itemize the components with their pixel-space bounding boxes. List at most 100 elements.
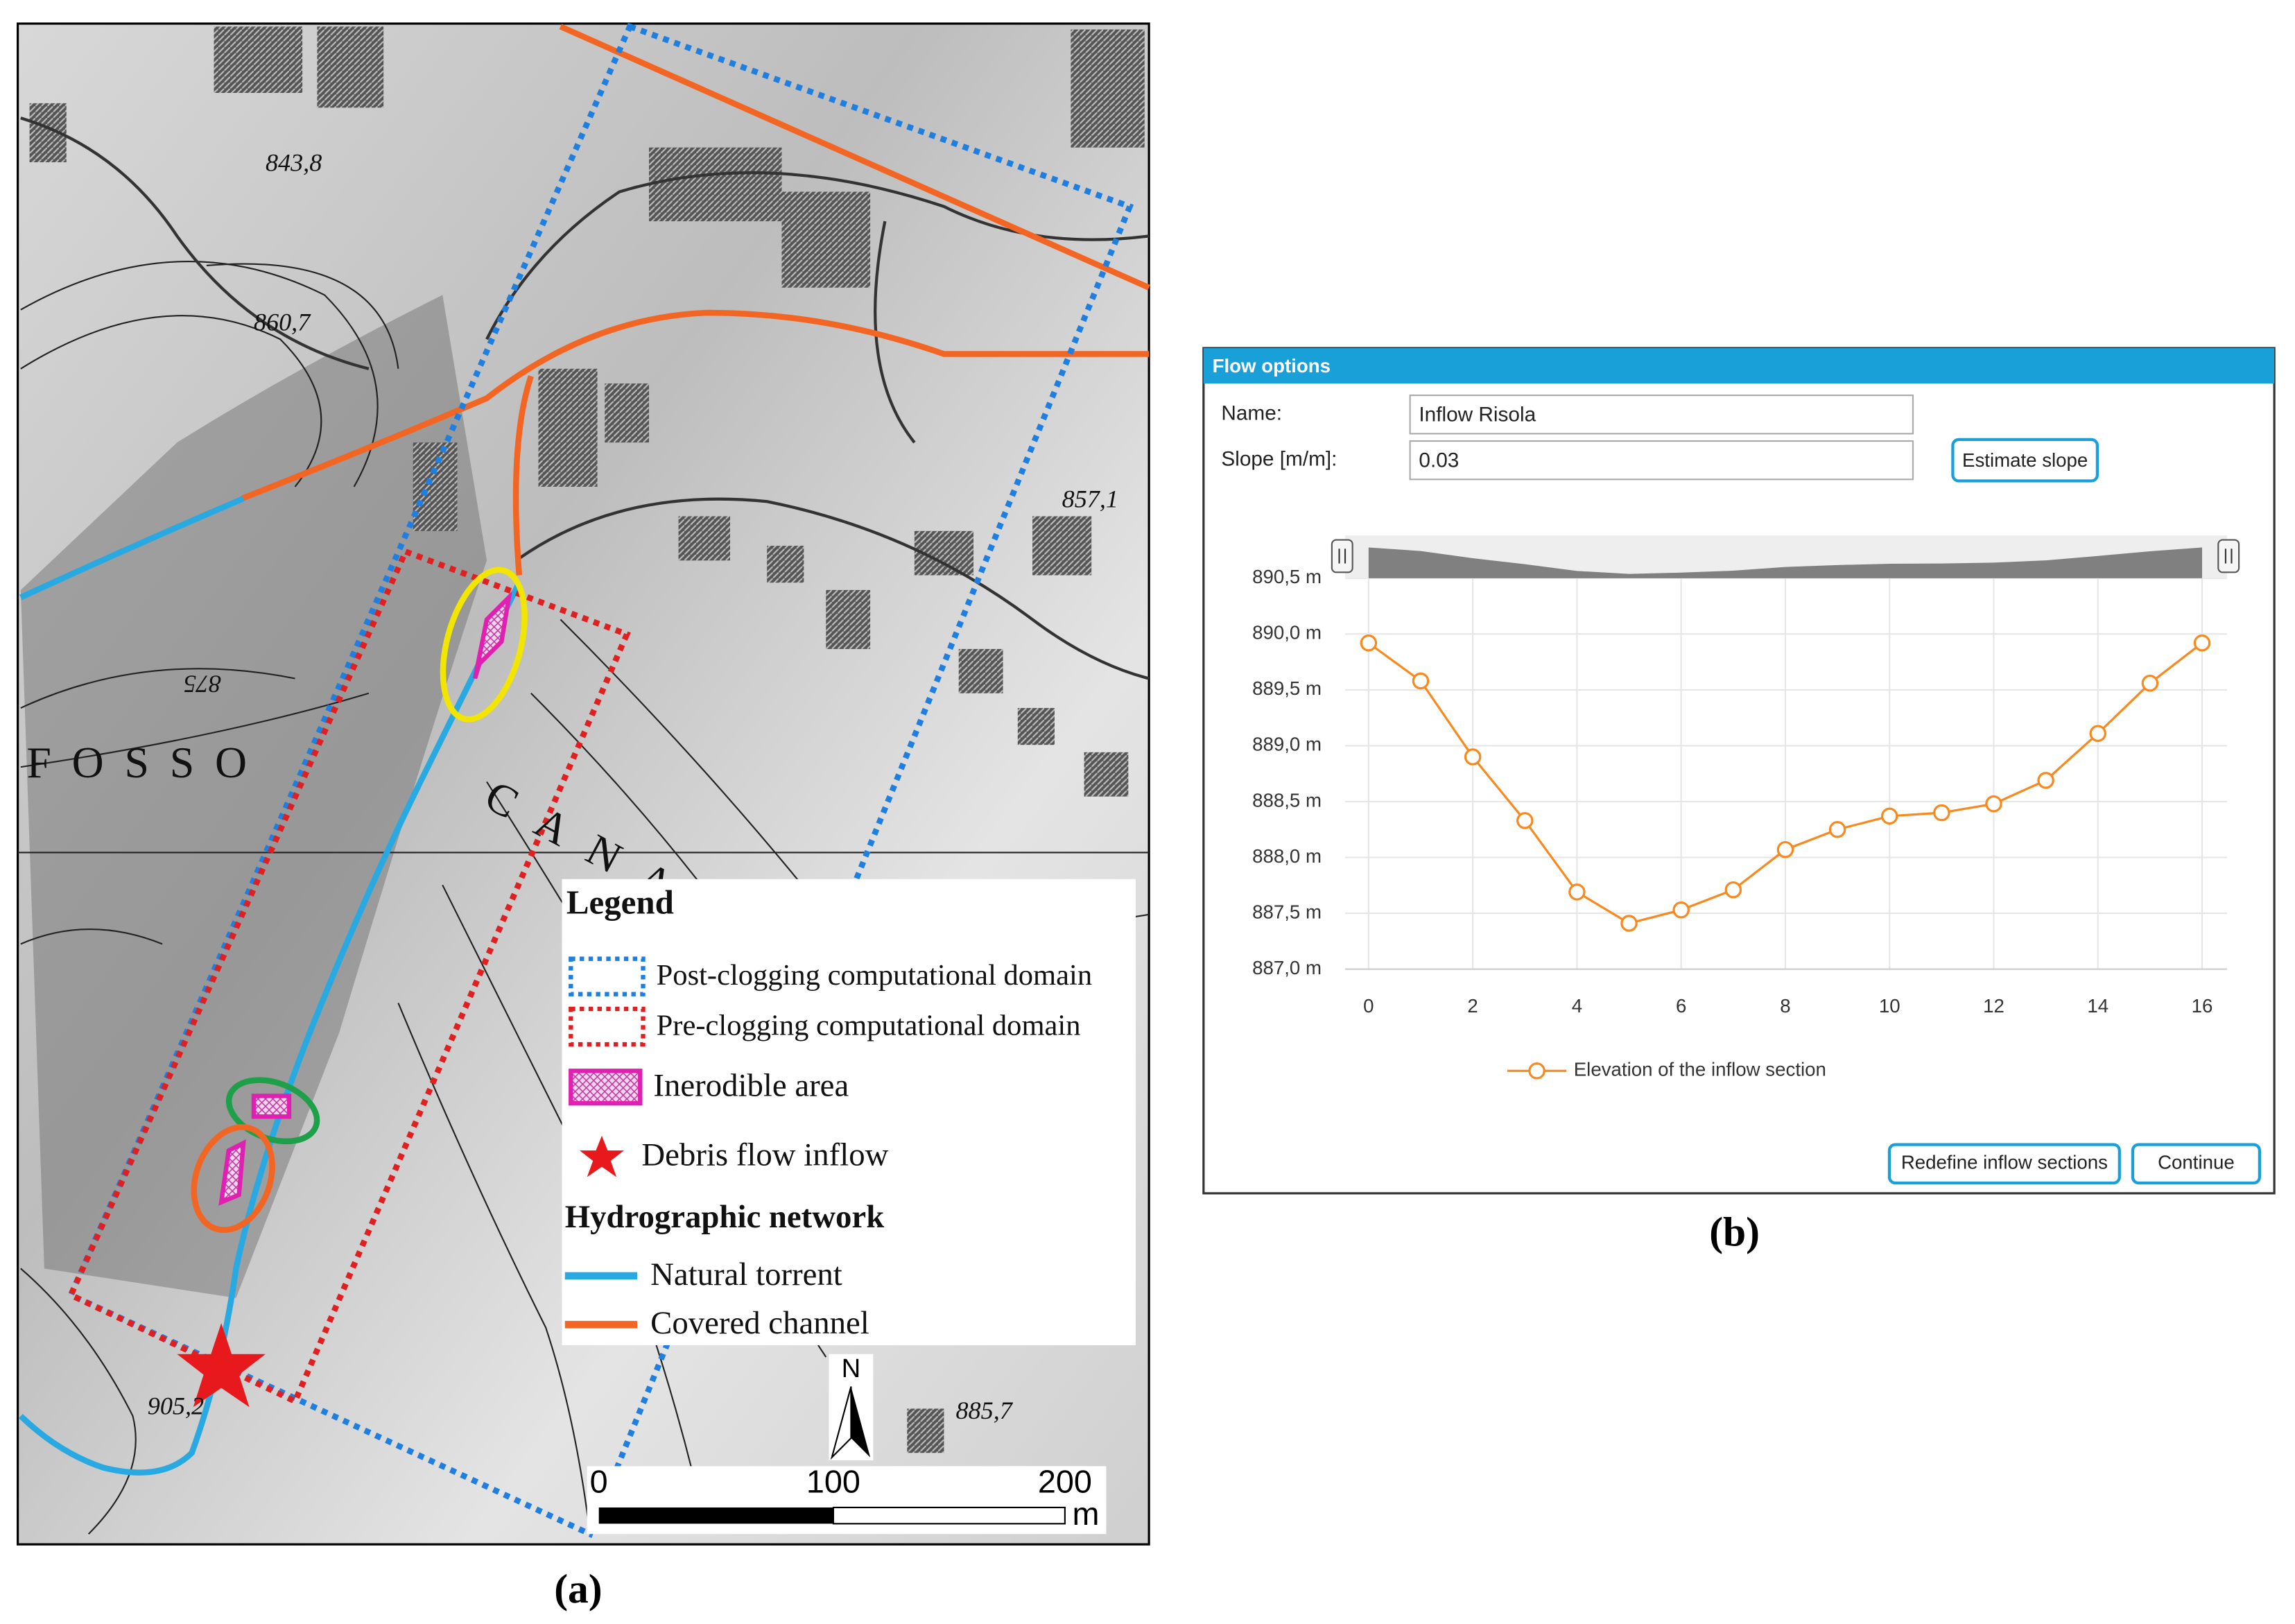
flow-options-panel: Flow options Name: Inflow Risola Slope […	[1202, 347, 2276, 1254]
x-tick-label: 2	[1467, 995, 1478, 1017]
legend-swatch	[569, 1069, 643, 1106]
point	[2141, 675, 2159, 692]
map-label: 905,2	[148, 1392, 204, 1420]
legend-box	[562, 879, 1136, 1345]
point	[1828, 820, 1846, 838]
input-value: Inflow Risola	[1419, 404, 1536, 426]
point	[1776, 840, 1794, 858]
highlight-ellipse	[191, 1124, 275, 1234]
map: 843,8 860,7 857,1 875 885,7 905,2 FOSSO …	[17, 22, 1150, 1612]
map-label: 885,7	[955, 1397, 1013, 1424]
scale-seg	[832, 1506, 1066, 1525]
point	[1672, 901, 1690, 919]
legend-marker	[1528, 1062, 1545, 1080]
y-tick-label: 888,5 m	[1252, 789, 1322, 811]
legend-label: Post-clogging computational domain	[657, 959, 1092, 992]
legend-title: Legend	[566, 883, 674, 921]
point	[1516, 812, 1534, 829]
point	[1464, 748, 1482, 766]
inerodible-area	[472, 591, 512, 680]
field-label: Name:	[1221, 402, 1282, 425]
scale-label: 100	[806, 1463, 860, 1499]
estimate-slope-button[interactable]	[1951, 438, 2099, 483]
point	[2037, 772, 2054, 789]
inerodible-area	[251, 1094, 292, 1119]
highlight-ellipse	[440, 567, 528, 723]
legend-label: Natural torrent	[650, 1256, 842, 1293]
name-input[interactable]	[1409, 395, 1914, 435]
continue-button[interactable]	[2131, 1143, 2262, 1185]
north-arrow-half	[830, 1386, 852, 1460]
legend-label: Inerodible area	[653, 1068, 849, 1104]
point	[1412, 672, 1430, 690]
y-tick-label: 888,0 m	[1252, 845, 1322, 867]
covered-channel	[559, 24, 1150, 291]
elevation-chart: 887,0 m 887,5 m 888,0 m 888,5 m 889,0 m 889,5…	[1252, 535, 2240, 1080]
x-tick-label: 6	[1676, 995, 1686, 1017]
map-label: 857,1	[1062, 485, 1118, 513]
north-arrow-half	[851, 1386, 871, 1458]
y-tick-label: 889,5 m	[1252, 677, 1322, 699]
pre-clogging-domain	[67, 548, 631, 1406]
caption: (b)	[1709, 1209, 1760, 1254]
button-label: Redefine inflow sections	[1901, 1152, 2108, 1173]
field-label: Slope [m/m]:	[1221, 448, 1337, 471]
x-tick-label: 12	[1983, 995, 2004, 1017]
north-arrow: N	[829, 1354, 874, 1460]
redefine-button[interactable]	[1887, 1143, 2121, 1185]
point	[1568, 883, 1586, 901]
point	[1724, 881, 1742, 899]
panel-frame	[1202, 347, 2276, 1195]
navigator-handle[interactable]	[1331, 539, 1353, 573]
input-value: 0.03	[1419, 449, 1459, 472]
buildings	[29, 26, 1145, 1453]
y-tick-label: 887,0 m	[1252, 957, 1322, 978]
inflow-star	[177, 1323, 266, 1408]
scale-seg	[598, 1507, 833, 1524]
inerodible-area	[218, 1139, 246, 1206]
legend-swatch	[569, 956, 646, 996]
north-label: N	[842, 1354, 861, 1383]
map-legend: Legend Post-clogging computational domai…	[562, 879, 1136, 1345]
x-tick-label: 0	[1363, 995, 1374, 1017]
point	[1360, 634, 1378, 652]
point	[1933, 804, 1950, 822]
button-label: Continue	[2158, 1152, 2235, 1173]
legend-swatch	[569, 1006, 646, 1047]
point	[2089, 725, 2106, 742]
slope-input[interactable]	[1409, 440, 1914, 481]
button-label: Estimate slope	[1962, 449, 2088, 471]
map-label: 860,7	[254, 308, 311, 336]
map-label: 875	[184, 670, 221, 698]
natural-torrent	[19, 496, 245, 601]
x-tick-label: 4	[1572, 995, 1582, 1017]
y-tick-label: 887,5 m	[1252, 901, 1322, 922]
x-tick-label: 8	[1780, 995, 1790, 1017]
covered-channel	[512, 375, 534, 576]
scale-unit: m	[1073, 1496, 1100, 1532]
x-tick-label: 10	[1879, 995, 1900, 1017]
legend-label: Elevation of the inflow section	[1574, 1059, 1826, 1080]
point	[1985, 795, 2002, 813]
map-label: FOSSO	[26, 738, 268, 787]
x-tick-label: 16	[2192, 995, 2213, 1017]
y-tick-label: 889,0 m	[1252, 734, 1322, 755]
panel-header	[1203, 348, 2275, 384]
legend-label: Covered channel	[650, 1305, 869, 1341]
map-label: 843,8	[266, 149, 322, 177]
covered-channel	[241, 309, 1150, 501]
point	[1880, 807, 1898, 825]
navigator-area	[1368, 547, 2203, 578]
navigator-handle[interactable]	[2217, 539, 2240, 573]
legend-label: Pre-clogging computational domain	[657, 1009, 1081, 1042]
panel-title: Flow options	[1213, 355, 1331, 377]
x-tick-label: 14	[2087, 995, 2108, 1017]
y-tick-label: 890,0 m	[1252, 622, 1322, 643]
legend-swatch	[580, 1135, 624, 1177]
scale-label: 0	[590, 1463, 608, 1499]
legend-section: Hydrographic network	[565, 1199, 884, 1235]
scale-label: 200	[1038, 1463, 1092, 1499]
legend-label: Debris flow inflow	[641, 1137, 888, 1173]
